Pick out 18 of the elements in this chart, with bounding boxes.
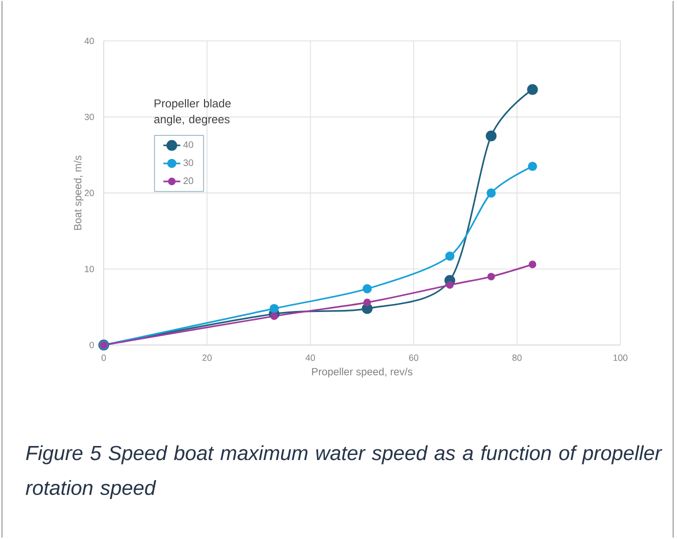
- x-tick-label: 0: [102, 354, 106, 362]
- y-tick-label: 30: [84, 114, 94, 120]
- x-tick-label: 80: [512, 354, 522, 362]
- x-tick-label: 60: [409, 354, 418, 362]
- x-tick-label: 100: [614, 354, 628, 362]
- y-tick-label: 40: [84, 38, 94, 44]
- x-tick-label: 20: [202, 354, 212, 362]
- legend-label: 30: [183, 160, 194, 166]
- y-tick-label: 10: [84, 266, 94, 272]
- y-tick-label: 20: [84, 190, 94, 196]
- legend-title: Propeller blade angle, degrees: [154, 99, 231, 126]
- legend-label: 20: [184, 178, 194, 184]
- x-tick-label: 40: [306, 354, 315, 362]
- y-axis-title: Boat speed, m/s: [74, 156, 84, 230]
- x-axis-title: Propeller speed, rev/s: [312, 368, 412, 378]
- caption: Figure 5 Speed boat maximum water speed as a function of propeller rotation speed: [26, 446, 662, 500]
- y-tick-label: 0: [90, 342, 94, 348]
- legend-label: 40: [183, 142, 194, 148]
